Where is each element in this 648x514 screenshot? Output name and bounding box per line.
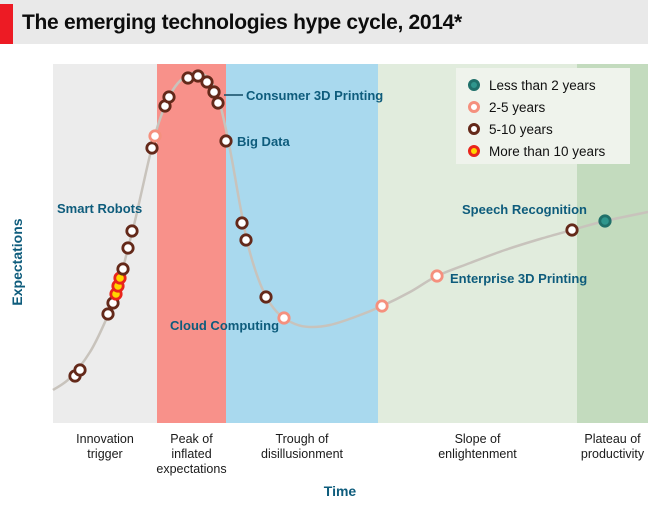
legend-row-5-10-years: 5-10 years: [468, 118, 630, 140]
legend-dot-2-5-years-icon: [468, 101, 480, 113]
annotation-enterprise-3d-printing: Enterprise 3D Printing: [450, 271, 587, 286]
data-point-5-10-years: [147, 143, 157, 153]
annotation-cloud-computing: Cloud Computing: [170, 318, 279, 333]
y-axis-label: Expectations: [9, 212, 27, 312]
data-point-5-10-years: [164, 92, 174, 102]
annotation-smart-robots: Smart Robots: [57, 201, 142, 216]
data-point-consumer-3d-printing: [209, 87, 219, 97]
data-point-less-than-2-years: [600, 216, 610, 226]
annotation-big-data: Big Data: [237, 134, 290, 149]
legend-row-less-than-2-years: Less than 2 years: [468, 74, 630, 96]
data-point-cloud-computing: [279, 313, 289, 323]
data-point-5-10-years: [123, 243, 133, 253]
data-point-2-5-years: [150, 131, 160, 141]
data-point-enterprise-3d-printing: [432, 271, 442, 281]
data-point-5-10-years: [237, 218, 247, 228]
band-innovation-trigger: [53, 64, 157, 423]
data-point-5-10-years: [75, 365, 85, 375]
annotation-speech-recognition: Speech Recognition: [462, 202, 587, 217]
legend-label: 2-5 years: [489, 100, 545, 115]
phase-label-innovation-trigger: Innovation trigger: [76, 432, 134, 462]
x-axis-label: Time: [310, 483, 370, 499]
annotation-consumer-3d-printing: Consumer 3D Printing: [246, 88, 383, 103]
legend-dot-more-than-10-years-icon: [468, 145, 480, 157]
legend-label: More than 10 years: [489, 144, 605, 159]
data-point-5-10-years: [103, 309, 113, 319]
legend-row-2-5-years: 2-5 years: [468, 96, 630, 118]
legend-row-more-than-10-years: More than 10 years: [468, 140, 630, 162]
data-point-5-10-years: [202, 77, 212, 87]
data-point-5-10-years: [241, 235, 251, 245]
legend-dot-less-than-2-years-icon: [468, 79, 480, 91]
data-point-5-10-years: [118, 264, 128, 274]
legend: Less than 2 years 2-5 years 5-10 years M…: [456, 68, 630, 164]
legend-label: 5-10 years: [489, 122, 553, 137]
phase-label-trough-of-disillusionment: Trough of disillusionment: [261, 432, 343, 462]
data-point-2-5-years: [377, 301, 387, 311]
phase-label-peak-of-inflated-expectations: Peak of inflated expectations: [156, 432, 226, 476]
phase-label-slope-of-enlightenment: Slope of enlightenment: [438, 432, 517, 462]
data-point-big-data: [221, 136, 231, 146]
legend-label: Less than 2 years: [489, 78, 596, 93]
data-point-5-10-years: [261, 292, 271, 302]
data-point-speech-recognition: [567, 225, 577, 235]
data-point-5-10-years: [213, 98, 223, 108]
band-peak-of-inflated-expectations: [157, 64, 226, 423]
phase-label-plateau-of-productivity: Plateau of productivity: [581, 432, 644, 462]
legend-dot-5-10-years-icon: [468, 123, 480, 135]
data-point-5-10-years: [127, 226, 137, 236]
hype-cycle-figure: The emerging technologies hype cycle, 20…: [0, 0, 648, 514]
